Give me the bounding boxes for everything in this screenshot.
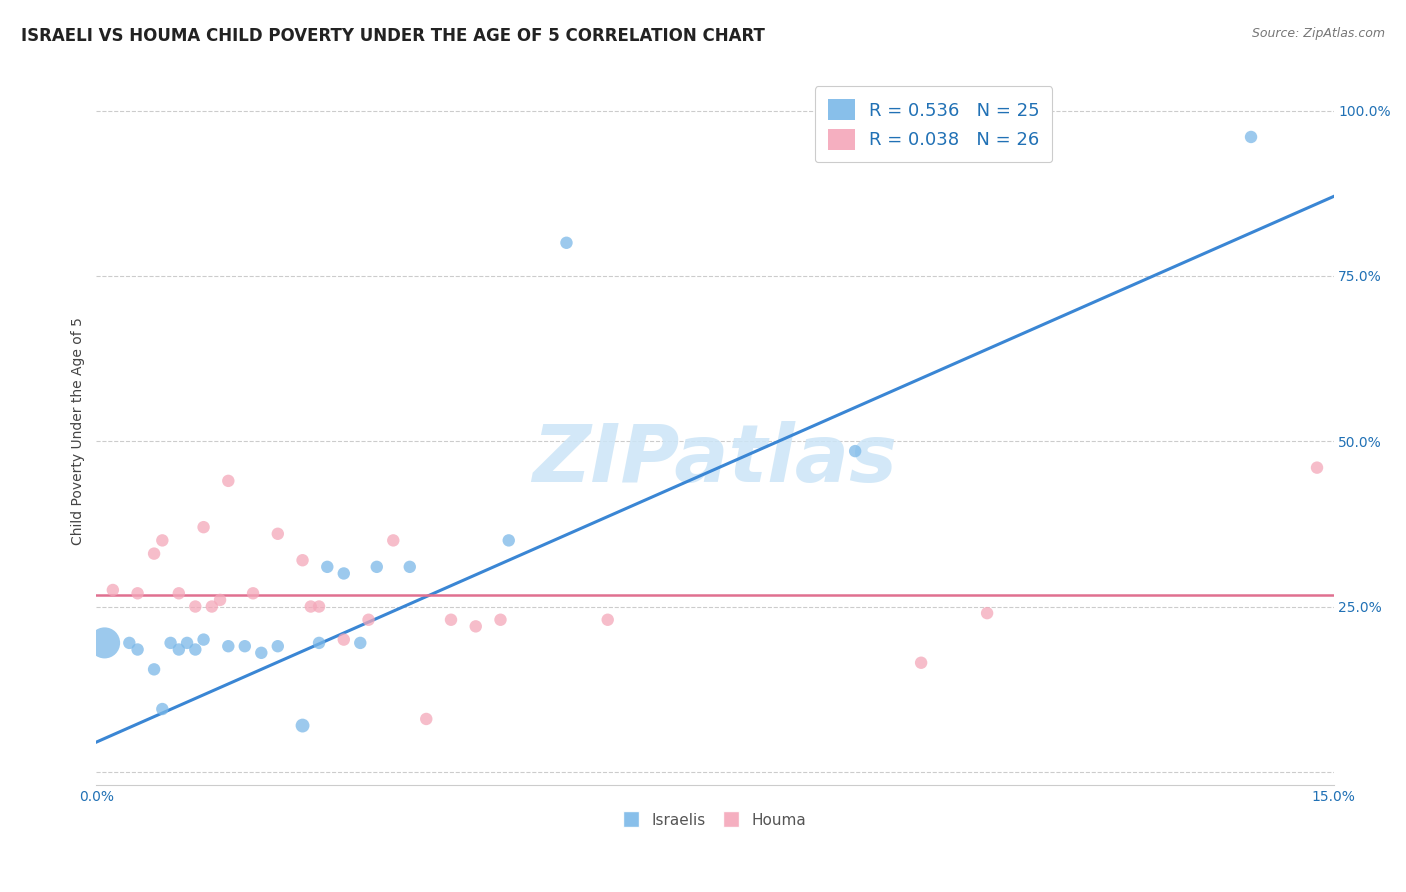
Point bbox=[167, 642, 190, 657]
Point bbox=[217, 474, 239, 488]
Point bbox=[150, 702, 173, 716]
Point bbox=[267, 526, 290, 541]
Point bbox=[976, 606, 998, 620]
Legend: Israelis, Houma: Israelis, Houma bbox=[617, 806, 813, 834]
Point bbox=[349, 636, 371, 650]
Point bbox=[382, 533, 405, 548]
Point bbox=[357, 613, 380, 627]
Text: ZIPatlas: ZIPatlas bbox=[533, 420, 897, 499]
Point bbox=[93, 636, 115, 650]
Point bbox=[555, 235, 578, 250]
Point bbox=[333, 632, 356, 647]
Point bbox=[1240, 130, 1263, 145]
Point bbox=[291, 718, 314, 732]
Point bbox=[176, 636, 198, 650]
Point bbox=[464, 619, 486, 633]
Point bbox=[159, 636, 181, 650]
Point bbox=[1306, 460, 1329, 475]
Point bbox=[233, 639, 256, 653]
Point bbox=[184, 642, 207, 657]
Point bbox=[333, 566, 356, 581]
Point bbox=[201, 599, 224, 614]
Point bbox=[143, 662, 166, 676]
Point bbox=[366, 559, 388, 574]
Point bbox=[308, 599, 330, 614]
Point bbox=[910, 656, 932, 670]
Point bbox=[489, 613, 512, 627]
Text: ISRAELI VS HOUMA CHILD POVERTY UNDER THE AGE OF 5 CORRELATION CHART: ISRAELI VS HOUMA CHILD POVERTY UNDER THE… bbox=[21, 27, 765, 45]
Point bbox=[193, 520, 215, 534]
Point bbox=[242, 586, 264, 600]
Point bbox=[193, 632, 215, 647]
Point bbox=[440, 613, 463, 627]
Point bbox=[415, 712, 437, 726]
Point bbox=[291, 553, 314, 567]
Point bbox=[498, 533, 520, 548]
Point bbox=[217, 639, 239, 653]
Point bbox=[316, 559, 339, 574]
Point bbox=[184, 599, 207, 614]
Point bbox=[127, 642, 149, 657]
Text: Source: ZipAtlas.com: Source: ZipAtlas.com bbox=[1251, 27, 1385, 40]
Point bbox=[398, 559, 420, 574]
Y-axis label: Child Poverty Under the Age of 5: Child Poverty Under the Age of 5 bbox=[72, 318, 86, 545]
Point bbox=[143, 547, 166, 561]
Point bbox=[308, 636, 330, 650]
Point bbox=[101, 582, 124, 597]
Point bbox=[844, 444, 866, 458]
Point bbox=[250, 646, 273, 660]
Point bbox=[167, 586, 190, 600]
Point bbox=[596, 613, 619, 627]
Point bbox=[127, 586, 149, 600]
Point bbox=[299, 599, 322, 614]
Point bbox=[209, 593, 232, 607]
Point bbox=[150, 533, 173, 548]
Point bbox=[118, 636, 141, 650]
Point bbox=[267, 639, 290, 653]
